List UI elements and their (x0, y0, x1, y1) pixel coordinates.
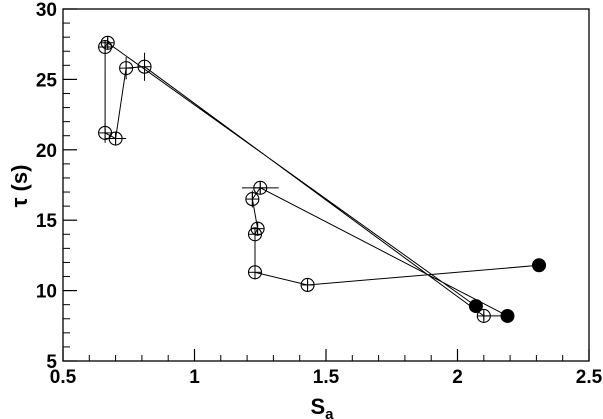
x-tick-label: 2.5 (576, 367, 603, 388)
axis-ticks (62, 8, 590, 362)
x-tick-label: 2 (452, 367, 463, 388)
y-tick-label: 10 (36, 282, 57, 303)
x-axis-title-main: S (310, 394, 325, 419)
y-tick-label: 25 (36, 70, 58, 91)
y-tick-label: 30 (36, 0, 57, 21)
x-tick-label: 1 (189, 367, 200, 388)
y-tick-label: 15 (36, 211, 58, 232)
x-tick-label: 0.5 (50, 367, 77, 388)
y-axis-title: τ (s) (7, 165, 32, 208)
series-line (104, 42, 540, 317)
y-tick-label: 20 (36, 141, 57, 162)
tick-labels: 0.5 1 1.5 2 2.5 5 10 15 20 25 30 (36, 0, 603, 388)
y-tick-label: 5 (46, 352, 57, 373)
x-axis-title: Sa (310, 394, 334, 419)
data-point-filled (532, 258, 547, 273)
data-points (98, 35, 547, 323)
data-point-filled (500, 308, 515, 323)
x-axis-title-subscript: a (325, 406, 334, 419)
x-tick-label: 1.5 (313, 367, 340, 388)
plot-frame (62, 8, 590, 362)
data-point-filled (468, 299, 483, 314)
